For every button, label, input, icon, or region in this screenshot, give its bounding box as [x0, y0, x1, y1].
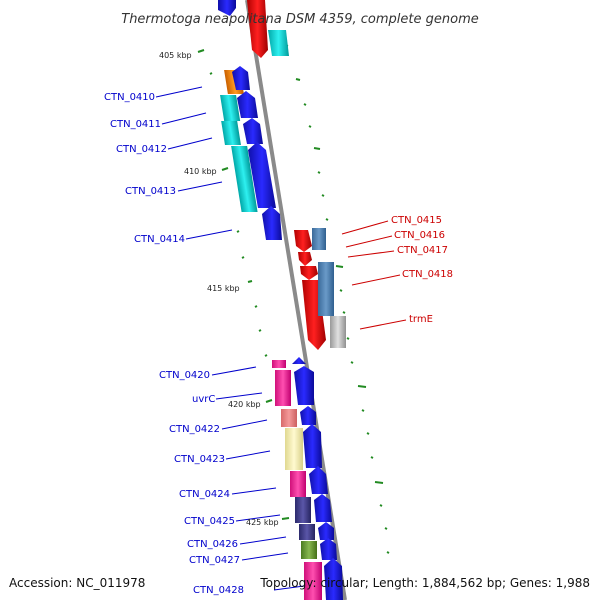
gene-label-uvrC[interactable]: uvrC — [192, 394, 215, 405]
gene-label-CTN_0410[interactable]: CTN_0410 — [104, 92, 155, 103]
gene-label-CTN_0427[interactable]: CTN_0427 — [189, 555, 240, 566]
gene-CTN_0414[interactable] — [262, 206, 282, 240]
gc-skew-ticks — [197, 44, 390, 554]
gene-CTN_0415[interactable] — [294, 228, 326, 252]
gene-CTN_0411[interactable] — [220, 91, 258, 121]
kbp-label-425: 425 kbp — [246, 518, 279, 527]
accession-text: Accession: NC_011978 — [9, 576, 146, 590]
gene-CTN_0412[interactable] — [221, 118, 263, 145]
gene-CTN_0417[interactable] — [300, 266, 318, 280]
gene-CTN_0426[interactable] — [299, 522, 334, 540]
gene-CTN_0423[interactable] — [285, 424, 322, 470]
gene-label-trmE[interactable]: trmE — [409, 314, 433, 325]
gene-CTN_0425[interactable] — [295, 494, 332, 523]
map-title: Thermotoga neapolitana DSM 4359, complet… — [121, 12, 479, 27]
gene-label-CTN_0412[interactable]: CTN_0412 — [116, 144, 167, 155]
gene-label-CTN_0418[interactable]: CTN_0418 — [402, 269, 453, 280]
gene-label-CTN_0426[interactable]: CTN_0426 — [187, 539, 238, 550]
gene-CTN_0416[interactable] — [298, 252, 312, 266]
gene-top-partial[interactable] — [218, 0, 289, 58]
gene-label-CTN_0428[interactable]: CTN_0428 — [193, 585, 244, 596]
gene-label-CTN_0422[interactable]: CTN_0422 — [169, 424, 220, 435]
gene-label-CTN_0423[interactable]: CTN_0423 — [174, 454, 225, 465]
gene-CTN_0410[interactable] — [224, 66, 250, 94]
right-leader-lines — [341, 220, 407, 330]
gene-CTN_0422[interactable] — [281, 406, 316, 427]
topology-text: Topology: circular; Length: 1,884,562 bp… — [260, 576, 590, 590]
gene-label-CTN_0411[interactable]: CTN_0411 — [110, 119, 161, 130]
gene-CTN_0413[interactable] — [231, 142, 276, 212]
gene-label-CTN_0417[interactable]: CTN_0417 — [397, 245, 448, 256]
gene-CTN_0427[interactable] — [301, 538, 337, 560]
gene-CTN_0420[interactable] — [272, 357, 306, 368]
gene-label-CTN_0414[interactable]: CTN_0414 — [134, 234, 185, 245]
gene-label-CTN_0425[interactable]: CTN_0425 — [184, 516, 235, 527]
kbp-label-405: 405 kbp — [159, 51, 192, 60]
gene-label-CTN_0415[interactable]: CTN_0415 — [391, 215, 442, 226]
left-leader-lines — [155, 86, 305, 591]
kbp-label-420: 420 kbp — [228, 400, 261, 409]
gene-label-CTN_0424[interactable]: CTN_0424 — [179, 489, 230, 500]
gene-uvrC[interactable] — [275, 366, 314, 406]
gene-label-CTN_0420[interactable]: CTN_0420 — [159, 370, 210, 381]
kbp-label-415: 415 kbp — [207, 284, 240, 293]
gene-trmE[interactable] — [330, 316, 346, 348]
gene-label-CTN_0413[interactable]: CTN_0413 — [125, 186, 176, 197]
kbp-label-410: 410 kbp — [184, 167, 217, 176]
gene-CTN_0428[interactable] — [304, 558, 343, 600]
gene-label-CTN_0416[interactable]: CTN_0416 — [394, 230, 445, 241]
gene-CTN_0418[interactable] — [302, 262, 334, 350]
gene-CTN_0424[interactable] — [290, 466, 328, 497]
